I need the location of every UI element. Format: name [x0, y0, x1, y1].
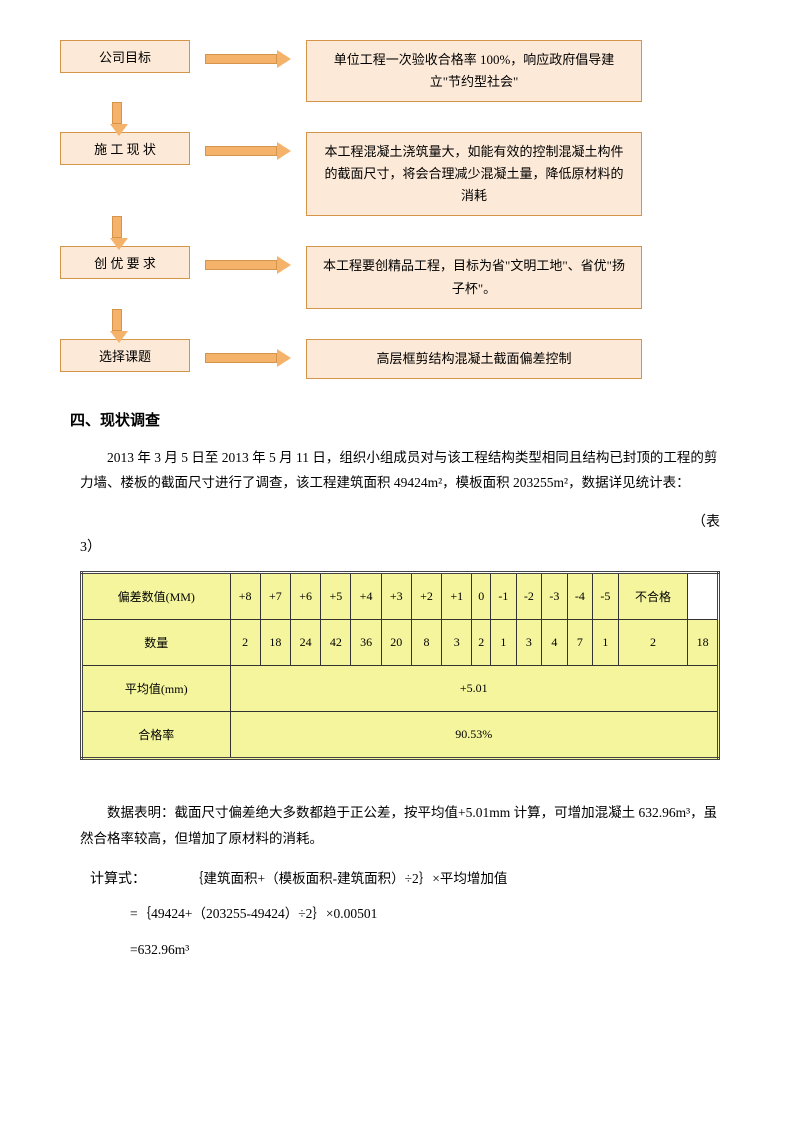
flow-left-0: 公司目标 — [60, 40, 190, 73]
table-header-cell: -1 — [491, 573, 517, 620]
table-header-cell: +3 — [381, 573, 411, 620]
table-header-cell: +1 — [442, 573, 472, 620]
table-count-cell: 3 — [442, 620, 472, 666]
table-count-cell: 3 — [516, 620, 542, 666]
flow-right-0: 单位工程一次验收合格率 100%，响应政府倡导建立"节约型社会" — [306, 40, 642, 102]
table-count-cell: 1 — [491, 620, 517, 666]
avg-label: 平均值(mm) — [82, 666, 231, 712]
table-number: 3） — [80, 536, 720, 556]
table-count-cell: 7 — [567, 620, 593, 666]
table-count-cell: 42 — [321, 620, 351, 666]
table-count-cell: 1 — [593, 620, 619, 666]
flow-right-3: 高层框剪结构混凝土截面偏差控制 — [306, 339, 642, 379]
deviation-table: 偏差数值(MM)+8+7+6+5+4+3+2+10-1-2-3-4-5不合格 数… — [80, 571, 720, 760]
table-header-cell: -4 — [567, 573, 593, 620]
table-header-cell: +2 — [411, 573, 441, 620]
table-count-cell: 2 — [618, 620, 688, 666]
table-count-cell: 2 — [230, 620, 260, 666]
rate-value: 90.53% — [230, 712, 718, 759]
flowchart: 公司目标 单位工程一次验收合格率 100%，响应政府倡导建立"节约型社会" 施 工 … — [50, 40, 750, 379]
table-header-cell: +4 — [351, 573, 381, 620]
calculation: 计算式：｛建筑面积+（模板面积-建筑面积）÷2｝×平均增加值 =｛49424+（… — [50, 861, 750, 966]
table-header-cell: +7 — [260, 573, 290, 620]
arrow-down-icon — [110, 309, 124, 339]
table-header-cell: +6 — [290, 573, 320, 620]
table-label: （表 — [80, 511, 720, 531]
flow-left-2: 创 优 要 求 — [60, 246, 190, 279]
flow-left-3: 选择课题 — [60, 339, 190, 372]
table-count-cell: 36 — [351, 620, 381, 666]
arrow-down-icon — [110, 216, 124, 246]
table-count-cell: 24 — [290, 620, 320, 666]
arrow-right-icon — [205, 339, 291, 367]
table-header-cell: -2 — [516, 573, 542, 620]
flow-right-1: 本工程混凝土浇筑量大，如能有效的控制混凝土构件的截面尺寸，将会合理减少混凝土量，… — [306, 132, 642, 216]
table-count-cell: 4 — [542, 620, 568, 666]
table-count-cell: 18 — [260, 620, 290, 666]
table-header-cell: 不合格 — [618, 573, 688, 620]
count-label: 数量 — [82, 620, 231, 666]
arrow-right-icon — [205, 132, 291, 160]
table-count-cell: 8 — [411, 620, 441, 666]
table-count-cell: 18 — [688, 620, 719, 666]
rate-label: 合格率 — [82, 712, 231, 759]
table-count-cell: 2 — [472, 620, 491, 666]
table-header-cell: +8 — [230, 573, 260, 620]
table-header-cell: -5 — [593, 573, 619, 620]
avg-value: +5.01 — [230, 666, 718, 712]
table-header-cell: -3 — [542, 573, 568, 620]
survey-paragraph: 2013 年 3 月 5 日至 2013 年 5 月 11 日，组织小组成员对与… — [80, 445, 720, 496]
arrow-right-icon — [205, 246, 291, 274]
table-header-cell: +5 — [321, 573, 351, 620]
table-header-cell: 0 — [472, 573, 491, 620]
arrow-down-icon — [110, 102, 124, 132]
arrow-right-icon — [205, 40, 291, 68]
section-title: 四、现状调查 — [70, 409, 750, 430]
flow-right-2: 本工程要创精品工程，目标为省"文明工地"、省优"扬子杯"。 — [306, 246, 642, 308]
header-label: 偏差数值(MM) — [82, 573, 231, 620]
data-paragraph: 数据表明：截面尺寸偏差绝大多数都趋于正公差，按平均值+5.01mm 计算，可增加… — [80, 800, 720, 851]
table-count-cell: 20 — [381, 620, 411, 666]
flow-left-1: 施 工 现 状 — [60, 132, 190, 165]
